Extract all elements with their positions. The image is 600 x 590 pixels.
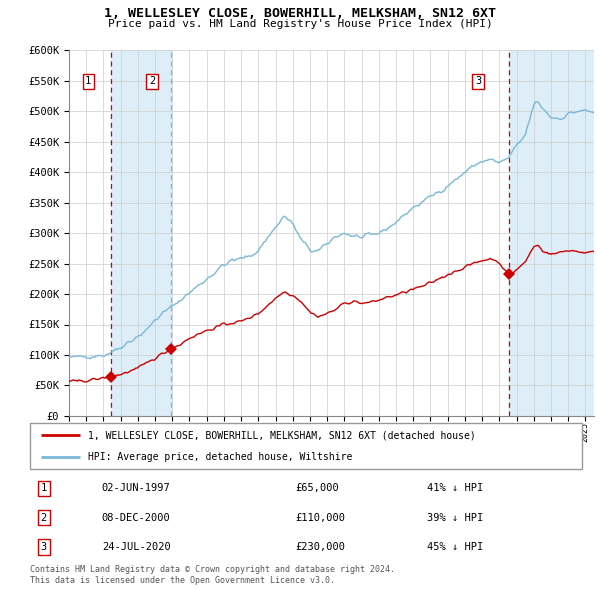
Text: 3: 3: [475, 76, 481, 86]
Text: 2: 2: [41, 513, 47, 523]
Text: £110,000: £110,000: [295, 513, 345, 523]
Text: Price paid vs. HM Land Registry's House Price Index (HPI): Price paid vs. HM Land Registry's House …: [107, 19, 493, 29]
FancyBboxPatch shape: [30, 423, 582, 469]
Text: 1: 1: [85, 76, 91, 86]
Text: 41% ↓ HPI: 41% ↓ HPI: [427, 483, 484, 493]
Text: 02-JUN-1997: 02-JUN-1997: [102, 483, 170, 493]
Text: Contains HM Land Registry data © Crown copyright and database right 2024.
This d: Contains HM Land Registry data © Crown c…: [30, 565, 395, 585]
Text: 45% ↓ HPI: 45% ↓ HPI: [427, 542, 484, 552]
Bar: [581, 50, 594, 416]
Text: £65,000: £65,000: [295, 483, 339, 493]
Text: 1: 1: [41, 483, 47, 493]
Text: 39% ↓ HPI: 39% ↓ HPI: [427, 513, 484, 523]
Text: 2: 2: [149, 76, 155, 86]
Text: 1, WELLESLEY CLOSE, BOWERHILL, MELKSHAM, SN12 6XT (detached house): 1, WELLESLEY CLOSE, BOWERHILL, MELKSHAM,…: [88, 431, 476, 441]
Bar: [509, 50, 586, 416]
Text: HPI: Average price, detached house, Wiltshire: HPI: Average price, detached house, Wilt…: [88, 451, 352, 461]
Text: 24-JUL-2020: 24-JUL-2020: [102, 542, 170, 552]
Bar: [581, 50, 594, 416]
Bar: [110, 50, 171, 416]
Text: 1, WELLESLEY CLOSE, BOWERHILL, MELKSHAM, SN12 6XT: 1, WELLESLEY CLOSE, BOWERHILL, MELKSHAM,…: [104, 7, 496, 20]
Text: 3: 3: [41, 542, 47, 552]
Text: £230,000: £230,000: [295, 542, 345, 552]
Text: 08-DEC-2000: 08-DEC-2000: [102, 513, 170, 523]
